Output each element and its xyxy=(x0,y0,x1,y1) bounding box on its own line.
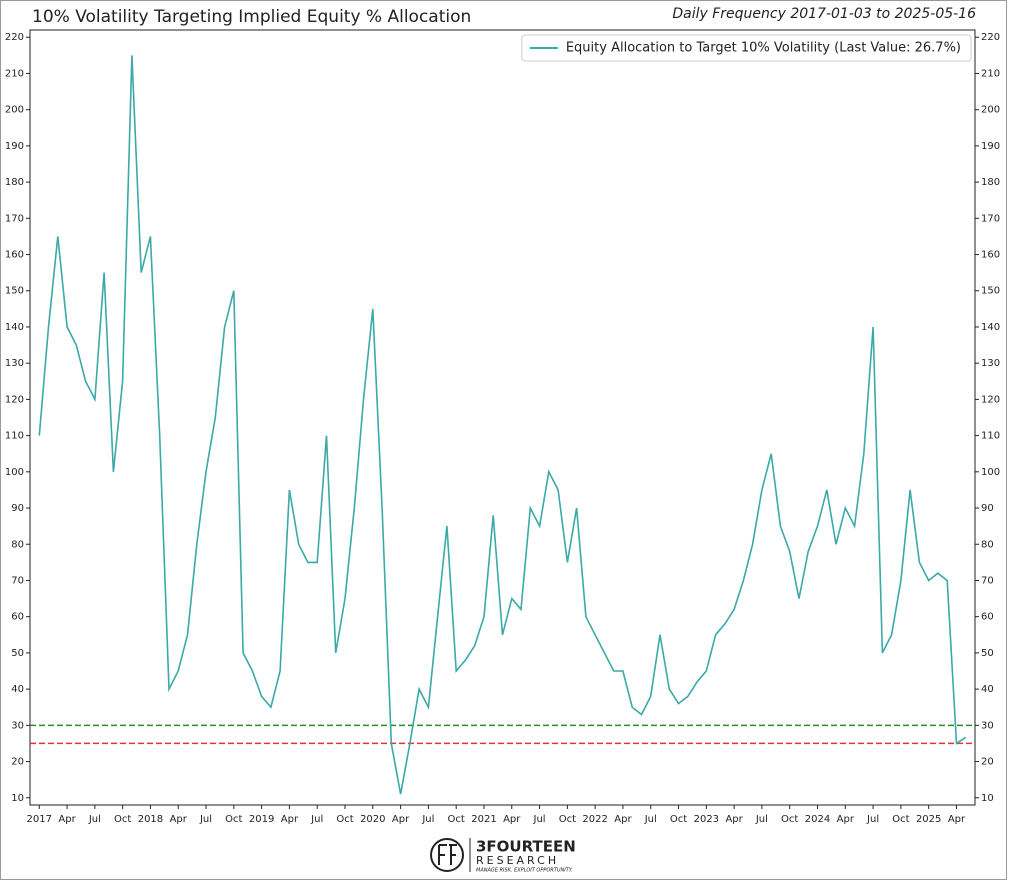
legend-label: Equity Allocation to Target 10% Volatili… xyxy=(566,41,961,56)
x-tick-label: Oct xyxy=(225,814,242,825)
y2-tick-label: 180 xyxy=(981,177,1000,188)
y2-tick-label: 140 xyxy=(981,322,1000,333)
y2-tick-label: 210 xyxy=(981,68,1000,79)
y-tick-label: 110 xyxy=(5,431,24,442)
y2-tick-label: 70 xyxy=(981,575,994,586)
y2-tick-label: 30 xyxy=(981,720,994,731)
logo-tagline: MANAGE RISK. EXPLOIT OPPORTUNITY. xyxy=(476,868,573,874)
logo: 3FOURTEEN RESEARCH MANAGE RISK. EXPLOIT … xyxy=(430,838,576,874)
y2-tick-label: 160 xyxy=(981,250,1000,261)
y2-tick-label: 40 xyxy=(981,684,994,695)
x-tick-label: Apr xyxy=(614,814,632,825)
y-tick-label: 70 xyxy=(11,575,24,586)
x-tick-label: Oct xyxy=(892,814,909,825)
y-tick-label: 90 xyxy=(11,503,24,514)
x-tick-label: Oct xyxy=(336,814,353,825)
y-tick-label: 160 xyxy=(5,250,24,261)
y2-tick-label: 130 xyxy=(981,358,1000,369)
y-tick-label: 120 xyxy=(5,394,24,405)
logo-circle xyxy=(430,838,464,872)
y2-tick-label: 220 xyxy=(981,32,1000,43)
y-tick-label: 80 xyxy=(11,539,24,550)
x-tick-label: Jul xyxy=(88,814,101,825)
y-tick-label: 50 xyxy=(11,648,24,659)
y2-tick-label: 190 xyxy=(981,141,1000,152)
y2-tick-label: 90 xyxy=(981,503,994,514)
logo-sub: RESEARCH xyxy=(476,854,559,867)
x-tick-label: Jul xyxy=(533,814,546,825)
series-line xyxy=(38,55,967,795)
y2-tick-label: 10 xyxy=(981,793,994,804)
y-tick-label: 130 xyxy=(5,358,24,369)
x-tick-label: 2019 xyxy=(249,814,274,825)
y-tick-label: 200 xyxy=(5,105,24,116)
y-tick-label: 170 xyxy=(5,213,24,224)
chart-subtitle: Daily Frequency 2017-01-03 to 2025-05-16 xyxy=(672,6,976,22)
x-tick-label: Jul xyxy=(421,814,434,825)
y-tick-label: 40 xyxy=(11,684,24,695)
x-tick-label: Apr xyxy=(170,814,188,825)
y2-tick-label: 170 xyxy=(981,213,1000,224)
x-tick-label: 2018 xyxy=(138,814,163,825)
legend: Equity Allocation to Target 10% Volatili… xyxy=(521,34,972,62)
x-tick-label: Apr xyxy=(503,814,521,825)
y2-tick-label: 80 xyxy=(981,539,994,550)
x-tick-label: 2017 xyxy=(27,814,52,825)
y2-tick-label: 100 xyxy=(981,467,1000,478)
x-tick-label: Jul xyxy=(644,814,657,825)
y-tick-label: 220 xyxy=(5,32,24,43)
y-tick-label: 210 xyxy=(5,68,24,79)
x-tick-label: Apr xyxy=(837,814,855,825)
x-tick-label: Oct xyxy=(559,814,576,825)
y2-tick-label: 110 xyxy=(981,431,1000,442)
y2-tick-label: 20 xyxy=(981,757,994,768)
legend-box xyxy=(521,34,972,62)
x-tick-label: Oct xyxy=(448,814,465,825)
x-tick-label: Jul xyxy=(310,814,323,825)
y2-tick-label: 150 xyxy=(981,286,1000,297)
x-tick-label: Apr xyxy=(281,814,299,825)
y-tick-label: 150 xyxy=(5,286,24,297)
y-tick-label: 60 xyxy=(11,612,24,623)
x-tick-label: Oct xyxy=(114,814,131,825)
x-tick-label: 2022 xyxy=(582,814,607,825)
x-tick-label: 2023 xyxy=(694,814,719,825)
x-tick-label: Apr xyxy=(392,814,410,825)
x-tick-label: 2025 xyxy=(916,814,941,825)
x-tick-label: Apr xyxy=(948,814,966,825)
y-tick-label: 190 xyxy=(5,141,24,152)
y2-tick-label: 120 xyxy=(981,394,1000,405)
y-tick-label: 180 xyxy=(5,177,24,188)
x-tick-label: Jul xyxy=(755,814,768,825)
x-tick-label: 2021 xyxy=(471,814,496,825)
logo-mark xyxy=(438,844,457,865)
x-tick-label: 2024 xyxy=(805,814,830,825)
x-tick-label: Jul xyxy=(199,814,212,825)
y-tick-label: 20 xyxy=(11,757,24,768)
y-tick-label: 30 xyxy=(11,720,24,731)
plot-frame xyxy=(29,29,976,806)
x-tick-label: Apr xyxy=(725,814,743,825)
x-tick-label: 2020 xyxy=(360,814,385,825)
x-tick-label: Apr xyxy=(58,814,76,825)
x-tick-label: Jul xyxy=(866,814,879,825)
chart-title: 10% Volatility Targeting Implied Equity … xyxy=(32,7,471,27)
x-tick-label: Oct xyxy=(670,814,687,825)
logo-name: 3FOURTEEN xyxy=(476,838,576,856)
y2-tick-label: 200 xyxy=(981,105,1000,116)
x-tick-label: Oct xyxy=(781,814,798,825)
y-tick-label: 10 xyxy=(11,793,24,804)
y-tick-label: 100 xyxy=(5,467,24,478)
y-tick-label: 140 xyxy=(5,322,24,333)
y2-tick-label: 60 xyxy=(981,612,994,623)
y2-tick-label: 50 xyxy=(981,648,994,659)
